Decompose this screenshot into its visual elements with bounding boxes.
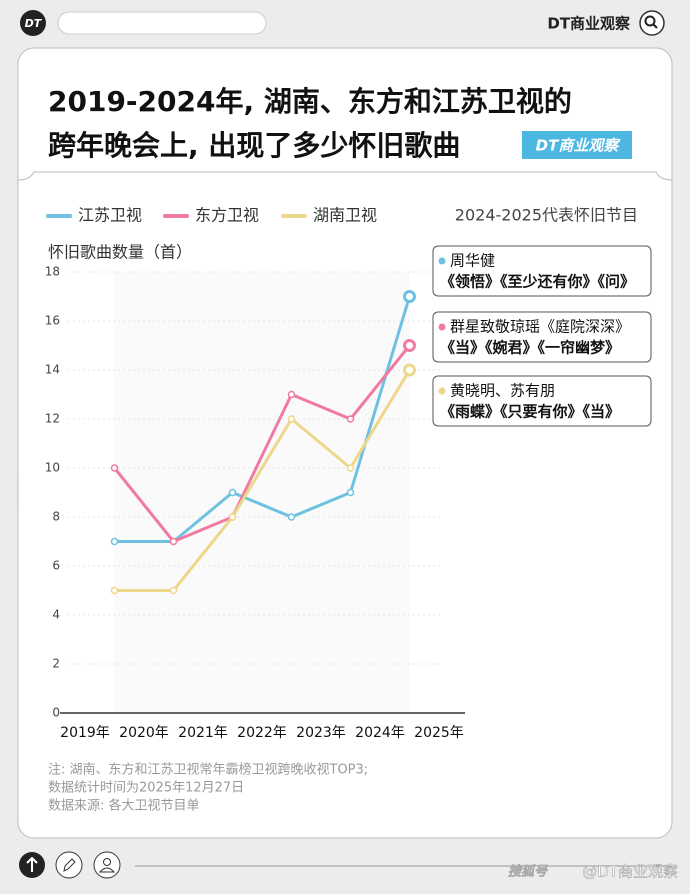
- x-tick-label: 2025年: [414, 725, 464, 741]
- annotation-text: 《领悟》《至少还有你》《问》: [440, 273, 635, 291]
- point: [110, 537, 119, 546]
- legend-title: 2024-2025代表怀旧节目: [455, 206, 638, 225]
- series-line: [113, 344, 411, 543]
- search-field[interactable]: [57, 11, 267, 35]
- annotation-dot: [438, 387, 446, 395]
- point: [403, 363, 416, 377]
- y-tick-label: 6: [52, 559, 60, 573]
- point: [346, 415, 355, 423]
- legend-label: 江苏卫视: [78, 206, 142, 225]
- annotation-text: 周华健: [450, 252, 495, 270]
- series-line: [114, 296, 411, 543]
- note: 注: 湖南、东方和江苏卫视常年霸榜卫视跨晚收视TOP3;: [48, 762, 368, 778]
- edit-button[interactable]: [55, 851, 83, 879]
- x-tick-label: 2020年: [119, 725, 169, 741]
- x-tick-label: 2019年: [60, 725, 110, 741]
- annotation-dot: [438, 323, 446, 331]
- badge: DT商业观察: [536, 137, 622, 155]
- logo-circle: [20, 10, 46, 36]
- point: [346, 464, 355, 472]
- series-line: [114, 369, 411, 592]
- y-tick-label: 16: [45, 314, 60, 328]
- watermark: 搜狐号: [508, 864, 548, 880]
- note: 数据来源: 各大卫视节目单: [48, 798, 200, 814]
- point: [403, 290, 416, 303]
- point: [287, 390, 296, 399]
- up-icon: [26, 856, 38, 872]
- note: 数据统计时间为2025年12月27日: [48, 781, 244, 796]
- annotation-text: 《当》《婉君》《一帘幽梦》: [440, 339, 620, 357]
- legend-label: 湖南卫视: [313, 206, 377, 225]
- annotation-text: 群星致敬琼瑶《庭院深深》: [450, 318, 630, 336]
- annotation-box: [432, 311, 652, 363]
- y-tick-label: 0: [52, 706, 60, 720]
- point: [169, 537, 178, 546]
- y-tick-label: 14: [45, 363, 60, 377]
- chart: 0 2 4 6 8 10 12 14 16 18 2019年 2020年 2021年 2022年 2023年…: [45, 206, 652, 741]
- title-line: 2019-2024年, 湖南、东方和江苏卫视的: [48, 85, 572, 118]
- y-tick-label: 8: [52, 510, 60, 524]
- handle: @DT商业观察: [582, 863, 678, 881]
- search-icon: [652, 23, 658, 29]
- plot-shade: [114, 272, 410, 713]
- profile-icon: [103, 858, 111, 866]
- point: [403, 339, 416, 352]
- point: [287, 415, 296, 423]
- point: [228, 513, 237, 521]
- point: [110, 464, 119, 472]
- y-tick-label: 2: [52, 657, 60, 671]
- y-axis-label: 怀旧歌曲数量（首）: [48, 243, 192, 262]
- point: [228, 488, 237, 497]
- legend-label: 东方卫视: [195, 206, 259, 225]
- divider: [17, 171, 673, 181]
- y-tick-label: 10: [45, 461, 60, 475]
- badge-bg: [522, 131, 632, 159]
- point: [110, 586, 119, 595]
- edit-icon: [63, 858, 76, 872]
- y-tick-label: 4: [52, 608, 60, 622]
- annotation-text: 黄晓明、苏有朋: [450, 382, 555, 400]
- brand: DT商业观察: [547, 15, 631, 33]
- y-tick-label: 18: [45, 265, 60, 279]
- annotation-text: 《雨蝶》《只要有你》《当》: [440, 403, 620, 421]
- point: [169, 586, 178, 595]
- search-icon: [644, 15, 656, 27]
- x-tick-label: 2023年: [296, 725, 346, 741]
- annotation-dot: [438, 257, 446, 265]
- x-tick-label: 2024年: [355, 725, 405, 741]
- profile-icon: [98, 867, 116, 873]
- search-button[interactable]: [639, 10, 665, 36]
- logo: DT: [25, 17, 43, 30]
- y-tick-label: 12: [45, 412, 60, 426]
- title-line: 跨年晚会上, 出现了多少怀旧歌曲: [48, 129, 460, 162]
- x-tick-label: 2021年: [178, 725, 228, 741]
- x-tick-label: 2022年: [237, 725, 287, 741]
- annotation-box: [432, 375, 652, 427]
- annotation-box: [432, 245, 652, 297]
- point: [346, 488, 355, 497]
- point: [287, 513, 296, 521]
